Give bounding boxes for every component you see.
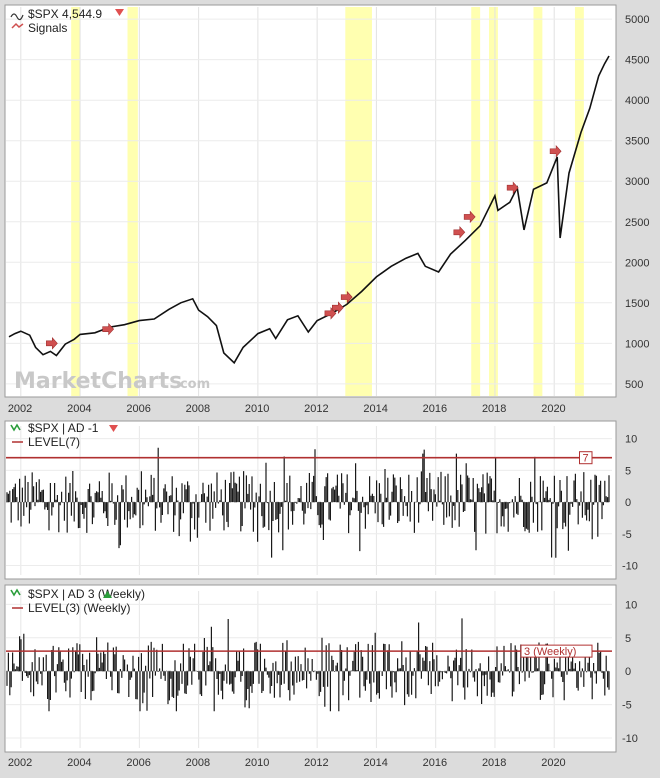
x-tick-label: 2018	[482, 403, 506, 415]
x-tick-label: 2004	[67, 757, 91, 769]
ad-weekly-level-line: 3 (Weekly)	[6, 644, 612, 658]
signals-legend-label: Signals	[28, 21, 67, 35]
y-tick-label: 10	[625, 599, 637, 611]
down-triangle-icon	[109, 425, 118, 432]
ad-weekly-x-axis: 2002 2004 2006 2008 2010 2012 2014 2016 2018 2020	[8, 757, 566, 769]
signal-band	[471, 7, 481, 396]
ad-panel	[4, 420, 617, 580]
x-tick-label: 2020	[541, 757, 565, 769]
level-tag-label: 3 (Weekly)	[524, 646, 576, 658]
histogram-icon	[10, 423, 21, 432]
x-tick-label: 2018	[482, 757, 506, 769]
y-tick-label: 5000	[625, 14, 649, 26]
signal-arrow	[453, 226, 466, 239]
ad-weekly-panel	[4, 584, 617, 753]
signal-band	[127, 7, 138, 396]
signal-arrow	[324, 307, 337, 320]
y-tick-label: 2500	[625, 217, 649, 229]
signal-arrow	[340, 290, 353, 304]
signal-arrow	[549, 144, 562, 158]
ad-bar-series	[6, 447, 610, 558]
ad-weekly-y-ticks: 10 5 0 -5 -10	[622, 599, 638, 745]
x-tick-label: 2016	[423, 403, 447, 415]
y-tick-label: 4500	[625, 55, 649, 67]
ad-weekly-bars	[6, 618, 610, 712]
y-tick-label: 1000	[625, 338, 649, 350]
ad-y-ticks: 10 5 0 -5 -10	[622, 434, 638, 573]
y-tick-label: -10	[622, 560, 638, 572]
x-tick-label: 2010	[245, 757, 269, 769]
signal-markers	[46, 144, 562, 350]
watermark: MarketCharts	[14, 369, 182, 394]
x-tick-label: 2002	[8, 757, 32, 769]
signal-arrow	[46, 337, 58, 350]
x-tick-label: 2012	[304, 757, 328, 769]
ad-bars	[6, 447, 610, 558]
watermark-suffix: .com	[175, 377, 210, 392]
x-tick-label: 2014	[363, 757, 387, 769]
up-triangle-icon	[103, 591, 112, 598]
y-tick-label: -5	[622, 700, 632, 712]
price-grid	[6, 7, 612, 396]
down-triangle-icon	[115, 9, 124, 16]
y-tick-label: -10	[622, 733, 638, 745]
signal-band	[533, 7, 543, 396]
level-tag-label: 7	[583, 453, 589, 465]
y-tick-label: 2000	[625, 257, 649, 269]
ad-legend: $SPX | AD -1 LEVEL(7)	[10, 421, 118, 449]
ad-weekly-legend: $SPX | AD 3 (Weekly) LEVEL(3) (Weekly)	[10, 587, 145, 615]
y-tick-label: 5	[625, 465, 631, 477]
y-tick-label: 3500	[625, 136, 649, 148]
price-legend-title: $SPX 4,544.9	[28, 7, 102, 21]
signal-arrow	[506, 181, 519, 194]
y-tick-label: -5	[622, 529, 632, 541]
y-tick-label: 4000	[625, 95, 649, 107]
level-tag-box	[579, 451, 593, 465]
level-tag-box	[520, 644, 593, 658]
price-y-ticks: 500 1000 1500 2000 2500 3000 3500 4000 4500 5000	[625, 14, 649, 391]
x-tick-label: 2020	[541, 403, 565, 415]
histogram-icon	[10, 588, 21, 597]
x-tick-label: 2006	[126, 757, 150, 769]
signal-band	[345, 7, 372, 396]
x-tick-label: 2008	[186, 403, 210, 415]
x-tick-label: 2002	[8, 403, 32, 415]
ad-weekly-legend-title: $SPX | AD 3 (Weekly)	[28, 587, 145, 601]
y-tick-label: 500	[625, 379, 643, 391]
x-tick-label: 2010	[245, 403, 269, 415]
ad-level-line: 7	[6, 451, 612, 465]
x-tick-label: 2016	[423, 757, 447, 769]
x-tick-label: 2014	[363, 403, 387, 415]
ad-level-legend: LEVEL(7)	[28, 435, 80, 449]
price-line	[8, 55, 610, 365]
signal-band	[489, 7, 498, 396]
signal-arrow	[332, 301, 344, 314]
price-series-line	[8, 55, 610, 365]
x-tick-label: 2012	[304, 403, 328, 415]
signal-band	[71, 7, 81, 396]
signal-band	[574, 7, 584, 396]
x-tick-label: 2004	[67, 403, 91, 415]
y-tick-label: 0	[625, 497, 631, 509]
y-tick-label: 3000	[625, 176, 649, 188]
x-tick-label: 2006	[126, 403, 150, 415]
y-tick-label: 10	[625, 434, 637, 446]
signal-bands	[71, 7, 584, 396]
signal-arrow	[463, 210, 476, 224]
ad-legend-title: $SPX | AD -1	[28, 421, 99, 435]
signal-arrow	[102, 322, 115, 336]
y-tick-label: 0	[625, 666, 631, 678]
y-tick-label: 1500	[625, 298, 649, 310]
ad-bar-series	[6, 618, 610, 712]
price-x-axis: 2002 2004 2006 2008 2010 2012 2014 2016 2018 2020	[8, 403, 566, 415]
x-tick-label: 2008	[186, 757, 210, 769]
price-legend: $SPX 4,544.9 Signals	[10, 7, 124, 35]
signal-arrow-icon	[11, 22, 24, 29]
line-series-icon	[10, 13, 24, 21]
ad-weekly-level-legend: LEVEL(3) (Weekly)	[28, 601, 130, 615]
y-tick-label: 5	[625, 633, 631, 645]
price-panel	[4, 4, 617, 398]
